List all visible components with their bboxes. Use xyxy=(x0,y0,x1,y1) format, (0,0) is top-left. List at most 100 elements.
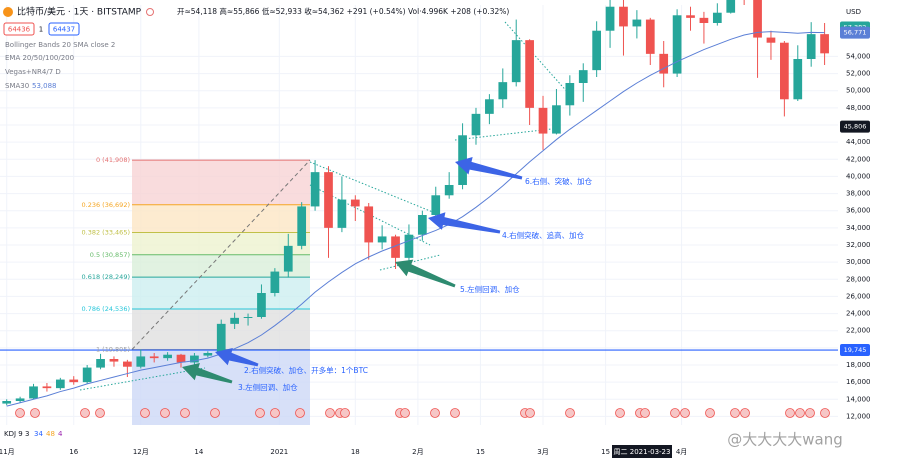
candle-body xyxy=(350,199,360,207)
spread: 1 xyxy=(39,26,43,34)
candle-body xyxy=(15,398,25,401)
annotation: 5.左侧回调、加仓 xyxy=(460,284,520,294)
event-icon xyxy=(565,408,575,418)
event-icon xyxy=(730,408,740,418)
price-label-box xyxy=(840,26,870,39)
sma-line xyxy=(6,31,825,407)
candle-body xyxy=(216,323,226,353)
annotation: 6.右侧、突破、加仓 xyxy=(525,176,593,186)
event-icon xyxy=(15,408,25,418)
event-icon xyxy=(140,408,150,418)
y-tick-label: 40,000 xyxy=(846,172,871,180)
candle-body xyxy=(619,6,628,27)
event-icon xyxy=(255,408,265,418)
y-tick-label: 50,000 xyxy=(846,87,871,95)
y-tick-label: 32,000 xyxy=(846,241,871,249)
y-tick-label: 16,000 xyxy=(846,378,871,386)
buy-box[interactable] xyxy=(48,22,80,36)
fib-trend xyxy=(131,159,311,350)
candle-body xyxy=(391,236,400,258)
x-tick-label: 14 xyxy=(194,448,203,456)
candle-body xyxy=(806,34,816,59)
annotation: 2.右侧突破、加仓、开多单：1个BTC xyxy=(244,365,368,375)
price-label-box xyxy=(840,344,870,357)
candle-body xyxy=(257,293,266,317)
fib-label: 0.236 (36,692) xyxy=(82,201,131,209)
event-icon xyxy=(740,408,750,418)
price-label: 56,771 xyxy=(844,29,867,37)
candle-body xyxy=(337,199,347,228)
price-label-box xyxy=(840,120,870,133)
x-tick-label: 18 xyxy=(351,448,360,456)
x-tick-label: 2021 xyxy=(270,448,288,456)
indicator: EMA 20/50/100/200 xyxy=(5,54,74,62)
y-tick-label: 12,000 xyxy=(846,412,871,420)
candle-body xyxy=(766,37,776,43)
buy-price[interactable]: 64437 xyxy=(53,26,75,34)
x-tick-label: 2月 xyxy=(412,448,423,456)
event-icon xyxy=(450,408,460,418)
candle-body xyxy=(820,34,829,54)
fib-zone xyxy=(132,204,310,233)
event-icon xyxy=(270,408,280,418)
candle-body xyxy=(699,17,709,23)
candle-body xyxy=(672,15,682,74)
y-tick-label: 54,000 xyxy=(846,52,871,60)
indicator: Vegas+NR4/7 D xyxy=(5,68,61,76)
fib-label: 0.5 (30,857) xyxy=(90,251,130,259)
trend-line xyxy=(79,367,206,391)
candle-body xyxy=(149,356,159,359)
event-icon xyxy=(325,408,335,418)
candle-body xyxy=(565,83,575,106)
x-tick-label: 12月 xyxy=(133,448,149,456)
y-tick-label: 28,000 xyxy=(846,275,871,283)
candle-body xyxy=(324,172,333,228)
event-icon xyxy=(670,408,680,418)
sell-box[interactable] xyxy=(3,22,35,36)
candle-body xyxy=(364,206,374,243)
candle-body xyxy=(42,386,52,389)
candle-body xyxy=(632,19,642,27)
annotation: 4.右侧突破、追高、加仓 xyxy=(502,230,585,240)
candle-body xyxy=(645,19,655,54)
arrow xyxy=(455,156,523,180)
event-icon xyxy=(705,408,715,418)
y-tick-label: 30,000 xyxy=(846,258,871,266)
candle-body xyxy=(511,40,521,83)
x-tick-label: 3月 xyxy=(537,448,548,456)
kdj-value: 34 xyxy=(34,430,43,438)
fib-label: 0.786 (24,536) xyxy=(82,305,131,313)
currency: USD xyxy=(846,8,861,16)
event-icon xyxy=(615,408,625,418)
fib-label: 1 (19,805) xyxy=(96,346,130,354)
candle-body xyxy=(471,113,481,136)
candle-body xyxy=(605,6,615,31)
candle-body xyxy=(753,0,762,38)
price-label: 19,745 xyxy=(844,346,867,354)
event-icon xyxy=(640,408,650,418)
status-dot xyxy=(146,8,154,16)
candle-body xyxy=(230,317,239,324)
sell-price[interactable]: 64436 xyxy=(8,26,31,34)
candle-body xyxy=(726,0,736,13)
arrow xyxy=(182,362,233,384)
watermark: @大大大大wang xyxy=(727,431,843,449)
symbol-icon xyxy=(3,7,13,17)
fib-label: 0.382 (33,465) xyxy=(82,228,131,236)
candle-body xyxy=(377,236,387,243)
candle-body xyxy=(2,401,12,404)
event-icon xyxy=(430,408,440,418)
candle-body xyxy=(538,107,548,134)
candle-body xyxy=(82,367,92,383)
y-tick-label: 48,000 xyxy=(846,104,871,112)
ohlc: 开≈54,118 高≈55,866 低≈52,933 收≈54,362 +291… xyxy=(177,6,509,16)
event-icon xyxy=(180,408,190,418)
fib-label: 0 (41,908) xyxy=(96,156,130,164)
y-tick-label: 42,000 xyxy=(846,155,871,163)
event-icon xyxy=(160,408,170,418)
candle-body xyxy=(780,42,789,100)
event-icon xyxy=(795,408,805,418)
trend-line xyxy=(309,161,441,216)
y-tick-label: 22,000 xyxy=(846,327,871,335)
